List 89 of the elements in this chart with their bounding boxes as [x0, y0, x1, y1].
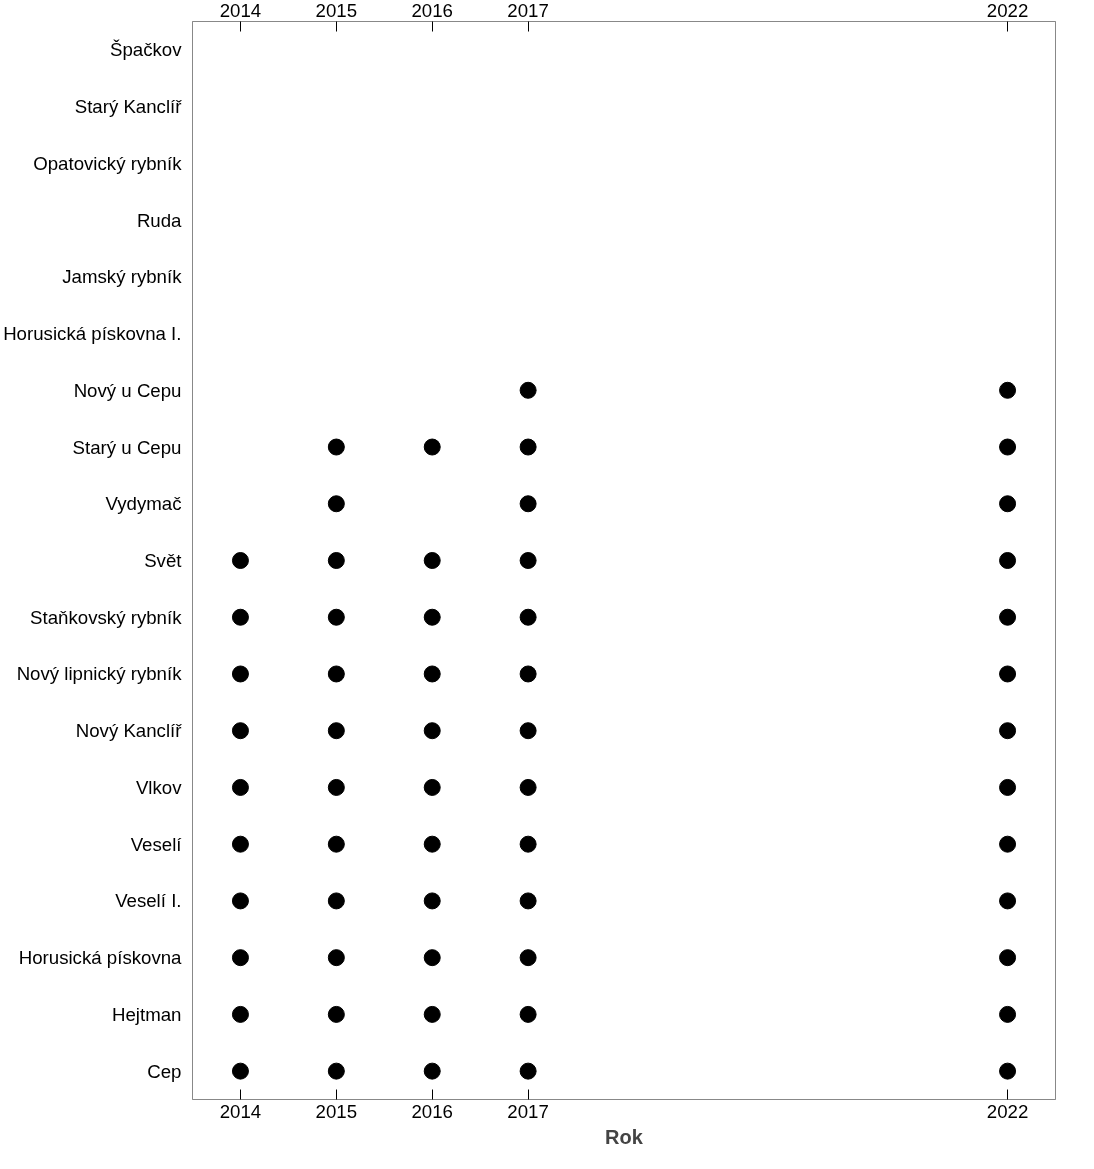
point	[231, 1005, 249, 1023]
y-tick-label: Ruda	[136, 209, 183, 231]
point	[999, 665, 1017, 683]
point	[999, 722, 1017, 740]
y-tick-label: Cep	[147, 1060, 182, 1082]
point	[231, 778, 249, 796]
y-tick-label: Veselí I.	[115, 890, 182, 912]
y-tick-label: Vlkov	[135, 776, 183, 798]
x-tick-label: 2015	[315, 0, 358, 21]
point	[999, 949, 1017, 967]
point	[327, 778, 345, 796]
x-axis-title: Rok	[605, 1125, 644, 1148]
point	[519, 665, 537, 683]
point	[999, 381, 1017, 399]
y-tick-label: Starý u Cepu	[72, 436, 182, 458]
point	[519, 608, 537, 626]
y-tick-label: Opatovický rybník	[33, 152, 183, 174]
point	[423, 665, 441, 683]
point	[999, 778, 1017, 796]
point	[423, 438, 441, 456]
point	[519, 835, 537, 853]
point	[231, 722, 249, 740]
point	[327, 608, 345, 626]
point	[423, 835, 441, 853]
y-tick-label: Horusická pískovna I.	[3, 323, 182, 345]
point	[327, 495, 345, 513]
point	[519, 438, 537, 456]
x2-tick-label: 2014	[219, 1100, 262, 1122]
point	[519, 1062, 537, 1080]
x2-tick-label: 2015	[315, 1100, 358, 1122]
point	[327, 1062, 345, 1080]
point	[327, 949, 345, 967]
x-tick-label: 2014	[219, 0, 262, 21]
x2-tick-label: 2016	[411, 1100, 453, 1122]
point	[999, 1005, 1017, 1023]
point	[327, 552, 345, 569]
y-tick-label: Vydymač	[105, 493, 182, 515]
point	[327, 722, 345, 740]
point	[423, 1062, 441, 1080]
y-tick-label: Špačkov	[109, 39, 183, 61]
point	[519, 892, 537, 910]
point	[999, 438, 1017, 456]
y-tick-label: Nový Kanclíř	[75, 720, 183, 742]
y-tick-label: Svět	[144, 550, 183, 571]
point	[327, 892, 345, 910]
point	[231, 1062, 249, 1080]
x2-tick-label: 2017	[507, 1100, 549, 1122]
point	[999, 608, 1017, 626]
point	[519, 552, 537, 569]
point	[327, 835, 345, 853]
point	[423, 1005, 441, 1023]
point	[231, 835, 249, 853]
y-tick-label: Jamský rybník	[62, 266, 183, 288]
point	[999, 1062, 1017, 1080]
y-tick-label: Starý Kanclíř	[74, 96, 183, 118]
point	[519, 1005, 537, 1023]
point	[423, 892, 441, 910]
point	[231, 608, 249, 626]
point	[231, 949, 249, 967]
y-tick-label: Hejtman	[112, 1003, 182, 1025]
x2-tick-label: 2022	[986, 1100, 1029, 1122]
y-tick-label: Veselí	[130, 833, 183, 855]
point	[423, 552, 441, 569]
x-tick-label: 2022	[986, 0, 1029, 21]
point	[327, 1005, 345, 1023]
point	[999, 552, 1017, 569]
y-tick-label: Horusická pískovna	[18, 947, 183, 969]
x-tick-label: 2016	[411, 0, 453, 21]
point	[999, 892, 1017, 910]
y-tick-label: Nový u Cepu	[73, 379, 182, 401]
point	[423, 608, 441, 626]
point	[423, 949, 441, 967]
x-tick-label: 2017	[507, 0, 549, 21]
point	[519, 949, 537, 967]
point	[423, 722, 441, 740]
point	[519, 495, 537, 513]
point	[423, 778, 441, 796]
point	[231, 552, 249, 569]
point	[327, 665, 345, 683]
point	[519, 778, 537, 796]
point	[999, 495, 1017, 513]
point	[231, 665, 249, 683]
point	[519, 381, 537, 399]
y-tick-label: Nový lipnický rybník	[16, 663, 183, 685]
point	[519, 722, 537, 740]
y-tick-label: Staňkovský rybník	[30, 606, 183, 628]
point	[327, 438, 345, 456]
point	[999, 835, 1017, 853]
point	[231, 892, 249, 910]
